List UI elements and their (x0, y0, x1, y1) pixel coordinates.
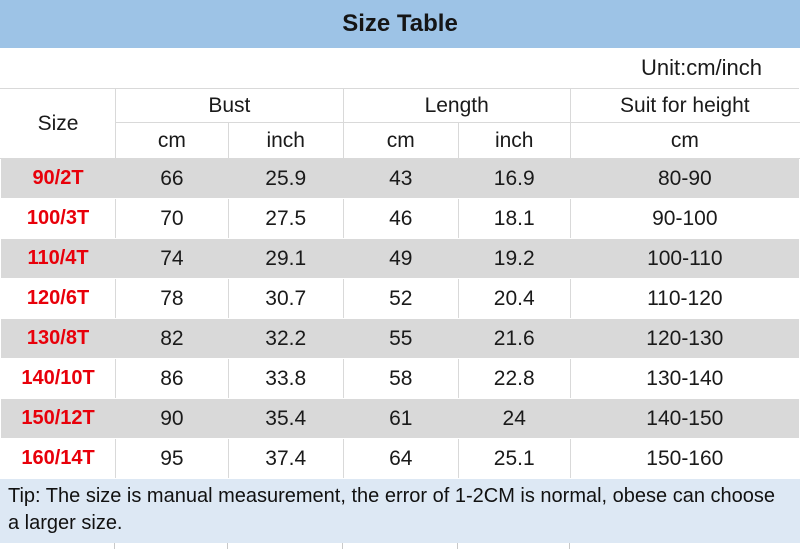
strip-segment (343, 543, 458, 549)
bust-cm-cell: 74 (115, 238, 229, 279)
strip-segment (0, 543, 115, 549)
bust-inch-cell: 27.5 (227, 198, 344, 239)
height-cell: 120-130 (569, 318, 800, 359)
bust-inch-cell: 37.4 (227, 438, 344, 479)
size-cell: 90/2T (0, 158, 117, 199)
length-inch-cell: 21.6 (457, 318, 571, 359)
length-cm-cell: 61 (342, 398, 459, 439)
height-cell: 150-160 (569, 438, 800, 479)
bust-inch-cell: 30.7 (227, 278, 344, 319)
length-cm-cell: 55 (342, 318, 459, 359)
length-cm-cell: 64 (342, 438, 459, 479)
bust-inch-cell: 32.2 (227, 318, 344, 359)
strip-segment (458, 543, 570, 549)
header-height-cm: cm (569, 122, 800, 159)
unit-label: Unit:cm/inch (640, 55, 762, 80)
bust-cm-cell: 90 (115, 398, 229, 439)
table-row: 140/10T 86 33.8 58 22.8 130-140 (0, 358, 800, 399)
length-inch-cell: 18.1 (457, 198, 571, 239)
length-cm-cell: 43 (342, 158, 459, 199)
header-length: Length (342, 88, 571, 123)
header-bust-inch: inch (227, 122, 344, 159)
header-size: Size (0, 88, 117, 159)
length-cm-cell: 49 (342, 238, 459, 279)
table-body: 90/2T 66 25.9 43 16.9 80-90 100/3T 70 27… (0, 158, 800, 479)
bust-inch-cell: 25.9 (227, 158, 344, 199)
length-inch-cell: 16.9 (457, 158, 571, 199)
size-cell: 140/10T (0, 358, 117, 399)
table-row: 160/14T 95 37.4 64 25.1 150-160 (0, 438, 800, 479)
size-cell: 150/12T (0, 398, 117, 439)
length-inch-cell: 25.1 (457, 438, 571, 479)
header-bust-cm: cm (115, 122, 229, 159)
table-row: 110/4T 74 29.1 49 19.2 100-110 (0, 238, 800, 279)
table-row: 130/8T 82 32.2 55 21.6 120-130 (0, 318, 800, 359)
table-header: Size Bust Length Suit for height cm inch… (0, 88, 800, 159)
bust-cm-cell: 66 (115, 158, 229, 199)
header-bust: Bust (115, 88, 344, 123)
bust-cm-cell: 70 (115, 198, 229, 239)
height-cell: 90-100 (569, 198, 800, 239)
tip-note: Tip: The size is manual measurement, the… (0, 479, 800, 543)
strip-segment (570, 543, 800, 549)
unit-row: Unit:cm/inch (0, 48, 800, 88)
size-cell: 130/8T (0, 318, 117, 359)
bust-inch-cell: 33.8 (227, 358, 344, 399)
table-row: 90/2T 66 25.9 43 16.9 80-90 (0, 158, 800, 199)
size-cell: 100/3T (0, 198, 117, 239)
bust-inch-cell: 29.1 (227, 238, 344, 279)
page-title: Size Table (0, 0, 800, 48)
size-cell: 110/4T (0, 238, 117, 279)
size-cell: 120/6T (0, 278, 117, 319)
length-cm-cell: 58 (342, 358, 459, 399)
height-cell: 80-90 (569, 158, 800, 199)
bust-cm-cell: 78 (115, 278, 229, 319)
header-length-inch: inch (457, 122, 571, 159)
size-cell: 160/14T (0, 438, 117, 479)
header-suit-for-height: Suit for height (569, 88, 800, 123)
height-cell: 140-150 (569, 398, 800, 439)
length-cm-cell: 52 (342, 278, 459, 319)
length-inch-cell: 22.8 (457, 358, 571, 399)
height-cell: 110-120 (569, 278, 800, 319)
length-inch-cell: 20.4 (457, 278, 571, 319)
cutoff-row-strip (0, 543, 800, 549)
table-row: 120/6T 78 30.7 52 20.4 110-120 (0, 278, 800, 319)
length-cm-cell: 46 (342, 198, 459, 239)
length-inch-cell: 24 (457, 398, 571, 439)
length-inch-cell: 19.2 (457, 238, 571, 279)
table-row: 150/12T 90 35.4 61 24 140-150 (0, 398, 800, 439)
bust-cm-cell: 82 (115, 318, 229, 359)
height-cell: 130-140 (569, 358, 800, 399)
size-table: Size Bust Length Suit for height cm inch… (0, 88, 800, 479)
header-length-cm: cm (342, 122, 459, 159)
bust-cm-cell: 86 (115, 358, 229, 399)
strip-segment (228, 543, 343, 549)
strip-segment (115, 543, 228, 549)
table-row: 100/3T 70 27.5 46 18.1 90-100 (0, 198, 800, 239)
bust-inch-cell: 35.4 (227, 398, 344, 439)
height-cell: 100-110 (569, 238, 800, 279)
bust-cm-cell: 95 (115, 438, 229, 479)
